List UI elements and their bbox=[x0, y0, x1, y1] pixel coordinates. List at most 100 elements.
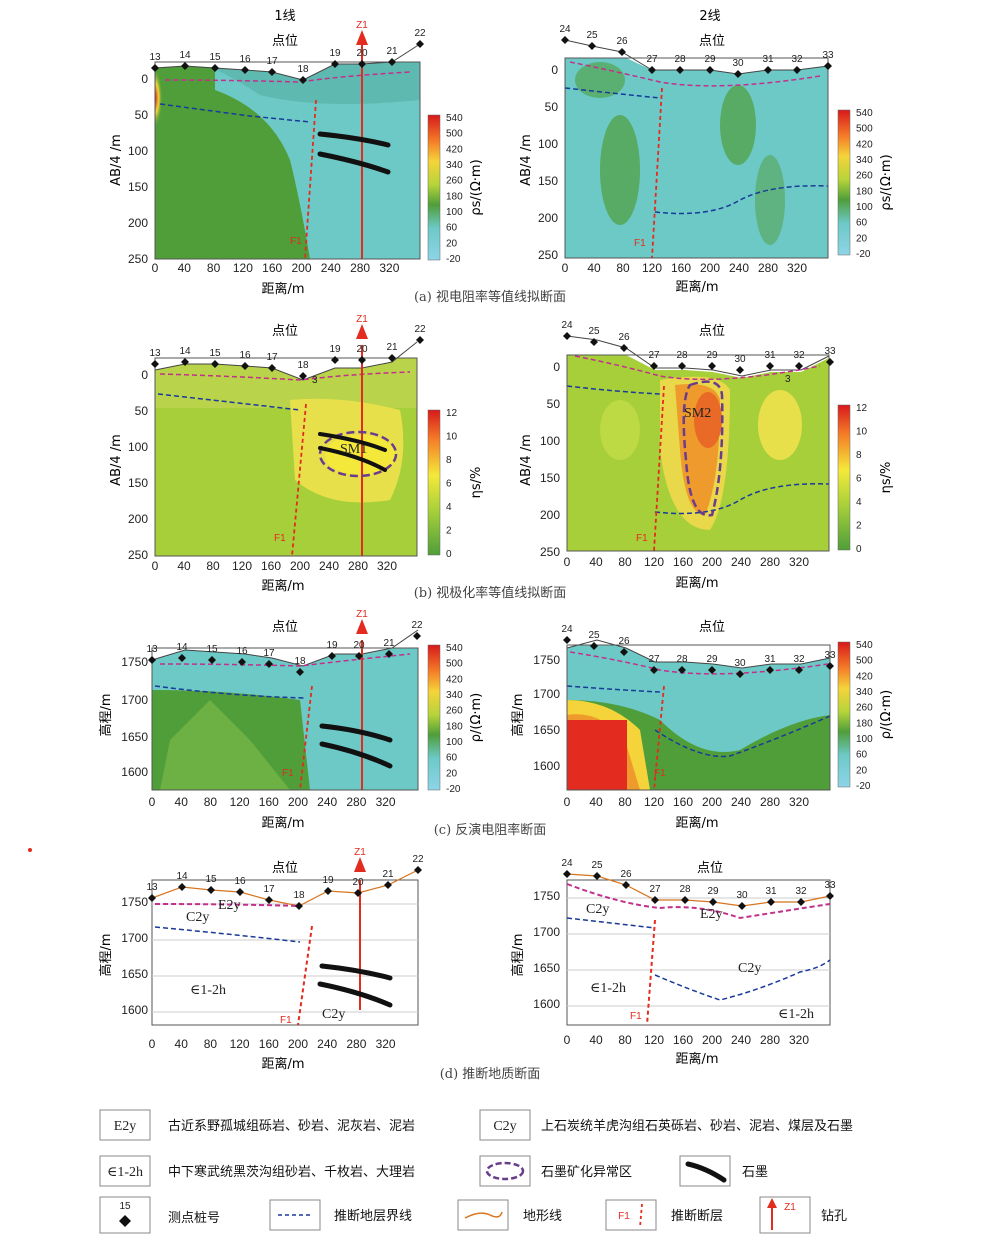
x-axis-label: 距离/m bbox=[261, 281, 304, 297]
station-marker bbox=[590, 642, 598, 650]
colorbar-c2-tick: 420 bbox=[856, 671, 873, 682]
y-tick-label: 250 bbox=[538, 248, 558, 262]
colorbar-c1-tick: 340 bbox=[446, 690, 463, 701]
colorbar-c1-tick: 540 bbox=[446, 643, 463, 654]
x-tick-label: 40 bbox=[178, 261, 192, 275]
colorbar-b1-tick: 4 bbox=[446, 502, 452, 513]
sm1-label: SM1 bbox=[340, 442, 367, 457]
station-label: 30 bbox=[732, 58, 744, 69]
line2-title: 2线 bbox=[699, 9, 720, 24]
station-marker bbox=[151, 64, 159, 72]
x-tick-label: 160 bbox=[262, 261, 282, 275]
station-label: 20 bbox=[356, 48, 368, 59]
panel-b-line2: 点位 F1 SM2 3 bbox=[566, 324, 830, 552]
x-tick-label: 200 bbox=[702, 795, 722, 809]
x-tick-label: 40 bbox=[589, 555, 603, 569]
station-label: 17 bbox=[263, 648, 275, 659]
station-label: 18 bbox=[293, 890, 305, 901]
x-tick-label: 160 bbox=[673, 555, 693, 569]
y-tick-label: 1650 bbox=[533, 723, 560, 737]
station-label: 31 bbox=[765, 886, 777, 897]
y-tick-label: 0 bbox=[553, 360, 560, 374]
colorbar-c1-tick: 180 bbox=[446, 721, 463, 732]
station-label: 16 bbox=[234, 876, 246, 887]
y-tick-label: 250 bbox=[128, 548, 148, 562]
station-label: 14 bbox=[176, 642, 188, 653]
x-tick-label: 240 bbox=[321, 261, 341, 275]
y-axis-label: 高程/m bbox=[98, 933, 114, 976]
station-label: 21 bbox=[383, 638, 395, 649]
legend-sym-e12h: ∈1-2h bbox=[107, 1165, 143, 1180]
station-marker bbox=[178, 654, 186, 662]
station-marker bbox=[151, 360, 159, 368]
station-marker bbox=[414, 866, 422, 874]
station-label: 22 bbox=[414, 324, 426, 335]
x-axis-label: 距离/m bbox=[675, 279, 718, 295]
colorbar-a1-tick: 100 bbox=[446, 207, 463, 218]
x-tick-label: 80 bbox=[618, 555, 632, 569]
station-label: 24 bbox=[559, 24, 571, 35]
y-tick-label: 200 bbox=[540, 508, 560, 522]
colorbar-b2-tick: 0 bbox=[856, 544, 862, 555]
y-tick-label: 150 bbox=[128, 476, 148, 490]
x-axis-label: 距离/m bbox=[675, 815, 718, 831]
station-label: 20 bbox=[353, 640, 365, 651]
x-tick-label: 240 bbox=[729, 261, 749, 275]
station-label: 19 bbox=[329, 344, 341, 355]
station-label: 27 bbox=[649, 884, 661, 895]
x-tick-label: 80 bbox=[206, 559, 220, 573]
x-axis-label: 距离/m bbox=[261, 1056, 304, 1072]
colorbar-c2-tick: -20 bbox=[856, 781, 871, 792]
station-marker bbox=[734, 70, 742, 78]
station-label: 26 bbox=[618, 636, 630, 647]
y-axis-label: AB/4 /m bbox=[109, 134, 124, 186]
x-tick-label: 80 bbox=[204, 1037, 218, 1051]
station-marker bbox=[328, 652, 336, 660]
caption-b: (b) 视极化率等值线拟断面 bbox=[414, 585, 567, 601]
station-marker bbox=[826, 892, 834, 900]
fault-f1-label: F1 bbox=[282, 768, 294, 779]
legend-text-boundary: 推断地层界线 bbox=[334, 1209, 412, 1224]
colorbar-b2 bbox=[837, 404, 851, 551]
colorbar-a2-tick: -20 bbox=[856, 249, 871, 260]
station-marker bbox=[324, 887, 332, 895]
x-tick-label: 160 bbox=[671, 261, 691, 275]
station-label: 18 bbox=[294, 656, 306, 667]
colorbar-c2-label: ρ/(Ω·m) bbox=[879, 690, 894, 740]
sm2-label: SM2 bbox=[684, 406, 711, 421]
panel-c-line2: 点位 F1 bbox=[566, 620, 831, 791]
station-marker bbox=[736, 670, 744, 678]
station-marker bbox=[148, 656, 156, 664]
x-tick-label: 240 bbox=[317, 1037, 337, 1051]
x-tick-label: 200 bbox=[700, 261, 720, 275]
station-label: 24 bbox=[561, 858, 573, 869]
station-label: 24 bbox=[561, 320, 573, 331]
geo-e12h-lower: ∈1-2h bbox=[778, 1007, 814, 1022]
y-tick-label: 50 bbox=[135, 404, 149, 418]
colorbar-a2-tick: 540 bbox=[856, 108, 873, 119]
station-label: 27 bbox=[648, 654, 660, 665]
colorbar-a1-tick: 540 bbox=[446, 113, 463, 124]
station-label: 13 bbox=[146, 882, 158, 893]
colorbar-a2-tick: 180 bbox=[856, 186, 873, 197]
station-label: 30 bbox=[734, 354, 746, 365]
y-tick-label: 1750 bbox=[533, 889, 560, 903]
station-label: 17 bbox=[263, 884, 275, 895]
x-tick-label: 120 bbox=[233, 261, 253, 275]
x-tick-label: 0 bbox=[152, 261, 159, 275]
colorbar-a2-tick: 100 bbox=[856, 202, 873, 213]
station-marker bbox=[678, 666, 686, 674]
x-tick-label: 80 bbox=[616, 261, 630, 275]
x-tick-label: 80 bbox=[207, 261, 221, 275]
station-label: 30 bbox=[736, 890, 748, 901]
y-tick-label: 1600 bbox=[121, 1003, 148, 1017]
station-label: 15 bbox=[206, 644, 218, 655]
station-label: 32 bbox=[793, 654, 805, 665]
y-tick-label: 1700 bbox=[533, 925, 560, 939]
colorbar-c2 bbox=[837, 641, 851, 788]
station-marker bbox=[648, 66, 656, 74]
x-tick-label: 160 bbox=[673, 795, 693, 809]
fault-f1-label: F1 bbox=[636, 533, 648, 544]
colorbar-a1-tick: 420 bbox=[446, 144, 463, 155]
